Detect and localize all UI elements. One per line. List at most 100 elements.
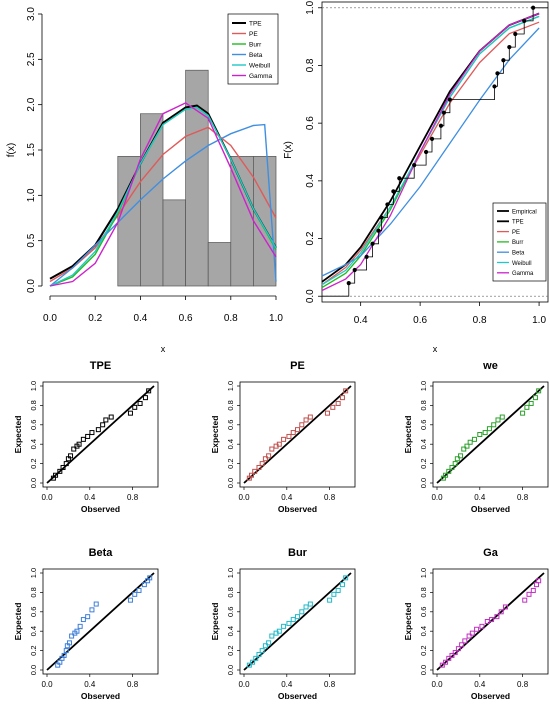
y-tick-label: 0.8 [419, 587, 428, 597]
x-tick-label: 0.4 [133, 313, 147, 324]
pp-point [76, 441, 82, 447]
pp-point [256, 651, 262, 657]
y-axis-label: Expected [13, 603, 23, 641]
density-curve-beta [49, 123, 277, 287]
pp-point [63, 648, 69, 654]
pp-point [281, 623, 287, 629]
y-tick-label: 2.0 [26, 97, 37, 111]
y-tick-label: 0.8 [29, 400, 38, 410]
pp-point [335, 587, 341, 593]
pp-point [331, 591, 337, 597]
pp-point [439, 662, 445, 668]
pp-plot-we: we 0.0 0.2 0.4 0.6 0.8 1.0 0.0 0.4 0.8 Observed Exp… [403, 360, 549, 514]
pp-point [95, 427, 101, 433]
empirical-point [438, 123, 444, 128]
x-tick-label: 0.4 [281, 493, 293, 502]
pp-point [248, 472, 254, 478]
pp-point [77, 623, 83, 629]
diagonal-line [243, 572, 352, 671]
y-tick-label: 0.8 [29, 587, 38, 597]
pp-point [452, 650, 458, 656]
pp-plot-title: Ga [483, 547, 499, 559]
pp-point [498, 609, 504, 615]
pp-point [491, 422, 497, 428]
density-curve-weibull [49, 106, 277, 287]
legend-label: PE [249, 31, 258, 38]
x-tick-label: 1.0 [269, 313, 283, 324]
legend-label: Empirical [512, 209, 537, 215]
y-tick-label: 0.2 [226, 645, 235, 655]
y-tick-label: 1.0 [305, 0, 316, 14]
pp-point [455, 646, 461, 652]
pp-point [530, 587, 536, 593]
x-tick-label: 0.4 [474, 680, 486, 689]
pp-point [57, 468, 63, 474]
y-tick-label: 0.6 [29, 607, 38, 617]
diagonal-line [243, 385, 352, 484]
empirical-point [412, 163, 417, 168]
pp-point [60, 464, 66, 470]
plot-frame [42, 381, 159, 488]
pp-point [464, 443, 470, 449]
density-panel: 0.0 0.5 1.0 1.5 2.0 2.5 3.0 0.0 0.2 0.4 0.6 0.8 1.0 x… [6, 7, 283, 354]
empirical-point [495, 71, 500, 76]
pp-point [132, 404, 138, 410]
empirical-point [513, 31, 518, 37]
pp-point [276, 628, 282, 634]
pp-point [494, 614, 500, 620]
legend-label: Weibull [512, 261, 532, 267]
pp-point [259, 461, 265, 467]
pp-plot-beta: Beta 0.0 0.2 0.4 0.6 0.8 1.0 0.0 0.4 0.8 Observed E… [13, 547, 159, 701]
x-tick-label: 1.0 [532, 315, 546, 326]
pp-point [74, 628, 80, 634]
pp-point [85, 433, 91, 439]
y-tick-label: 0.6 [29, 420, 38, 430]
pp-point [136, 587, 142, 593]
x-tick-label: 0.6 [179, 313, 193, 324]
y-tick-label: 0.2 [226, 458, 235, 468]
y-axis-label: Expected [210, 416, 220, 454]
x-axis-label: Observed [278, 691, 317, 701]
pp-point [269, 446, 275, 452]
pp-point [295, 614, 300, 620]
pp-point [142, 395, 148, 401]
pp-point [69, 633, 75, 639]
pp-point [53, 472, 59, 478]
pp-plot-title: we [482, 360, 498, 372]
legend-label: PE [512, 230, 520, 236]
pp-point [286, 433, 292, 439]
pp-point [269, 633, 275, 639]
empirical-step-line [322, 7, 548, 297]
pp-point [452, 461, 458, 467]
y-tick-label: 0.4 [419, 439, 428, 449]
x-axis-label: Observed [278, 504, 317, 514]
y-tick-label: 0.2 [29, 645, 38, 655]
x-tick-label: 0.4 [281, 680, 293, 689]
pp-point [246, 662, 252, 668]
pp-point [127, 597, 133, 603]
legend-label: Weibull [249, 63, 271, 70]
y-tick-label: 0.4 [419, 626, 428, 636]
pp-point [526, 591, 532, 597]
y-tick-label: 0.2 [305, 231, 316, 245]
y-tick-label: 0.0 [226, 665, 235, 675]
y-tick-label: 1.0 [419, 381, 428, 391]
empirical-point [352, 267, 357, 273]
x-tick-label: 0.0 [43, 313, 57, 324]
pp-point [489, 617, 495, 623]
pp-point [85, 614, 91, 620]
pp-point [477, 432, 483, 437]
legend-label: Beta [512, 251, 525, 257]
empirical-point [531, 5, 536, 10]
pp-point [339, 582, 345, 588]
y-tick-label: 0.0 [29, 665, 38, 675]
pp-point [89, 430, 95, 436]
y-tick-label: 0.6 [419, 607, 428, 617]
y-axis-label: Expected [403, 603, 413, 641]
x-tick-label: 0.4 [354, 315, 368, 326]
pp-point [137, 400, 143, 406]
pp-point [299, 609, 305, 615]
x-tick-label: 0.8 [127, 493, 139, 502]
pp-point [324, 410, 330, 416]
